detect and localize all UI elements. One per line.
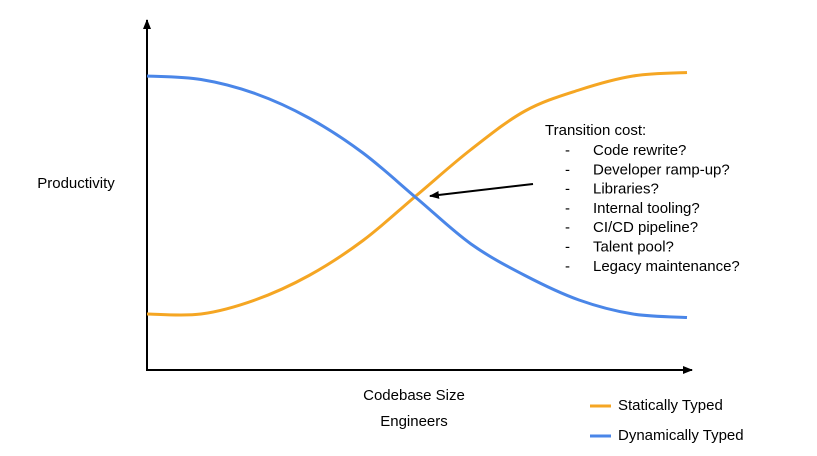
series-line [146,74,688,319]
annotation-item: CI/CD pipeline? [593,219,698,236]
annotation-bullet: - [565,142,570,159]
annotation-bullet: - [565,238,570,255]
annotation-bullet: - [565,181,570,198]
annotation-bullet: - [565,161,570,178]
annotation-item: Developer ramp-up? [593,161,730,178]
y-axis-label: Productivity [37,175,115,192]
legend-label: Dynamically Typed [618,427,744,444]
annotation-heading: Transition cost: [545,122,646,139]
annotation-item: Libraries? [593,181,659,198]
annotation-arrow [429,183,534,199]
annotation-bullet: - [565,219,570,236]
x-axis-label: Codebase Size [363,387,465,404]
legend-label: Statically Typed [618,397,723,414]
annotation-item: Legacy maintenance? [593,258,740,275]
annotation-bullet: - [565,258,570,275]
annotation-bullet: - [565,200,570,217]
annotation-item: Internal tooling? [593,200,700,217]
annotation-item: Talent pool? [593,238,674,255]
series-line [146,71,688,317]
annotation-item: Code rewrite? [593,142,686,159]
x-axis-label: Engineers [380,413,448,430]
